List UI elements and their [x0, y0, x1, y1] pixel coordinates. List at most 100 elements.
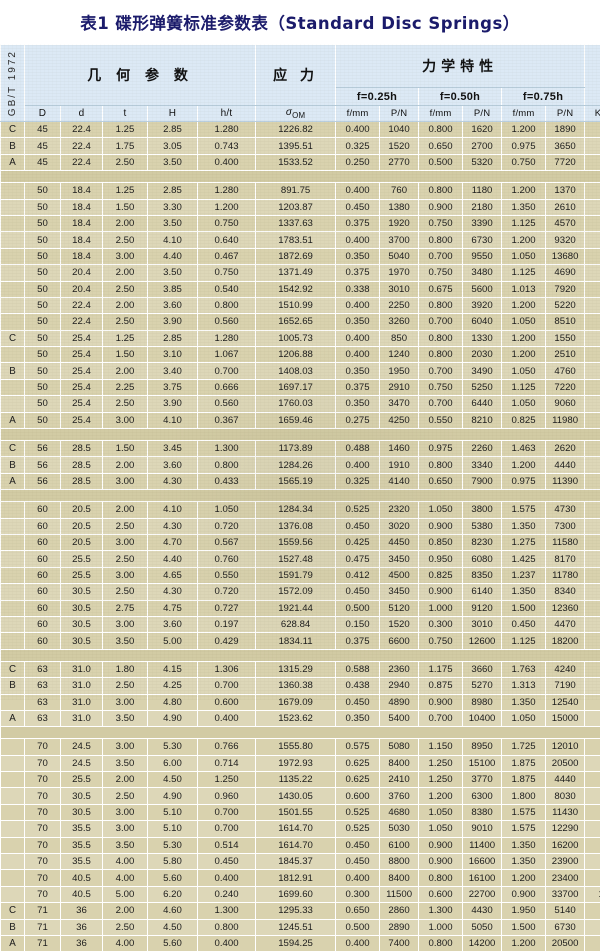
group-spacer-cell: [1, 171, 600, 183]
cell-D: 70: [25, 854, 61, 870]
cell-p50: 2700: [463, 138, 502, 154]
cell-D: 56: [25, 441, 61, 457]
cell-p25: 3010: [380, 281, 419, 297]
cell-sigma: 1679.09: [256, 694, 336, 710]
cell-f75: 0.750: [502, 154, 546, 170]
cell-t: 2.50: [103, 232, 148, 248]
cell-f75: 1.350: [502, 694, 546, 710]
cell-D: 50: [25, 314, 61, 330]
cell-p50: 6440: [463, 396, 502, 412]
cell-p75: 7220: [546, 379, 585, 395]
cell-w: 78.54: [585, 837, 600, 853]
cell-d: 30.5: [61, 804, 103, 820]
cell-p75: 8030: [546, 788, 585, 804]
cell-p25: 3470: [380, 396, 419, 412]
cell-p25: 850: [380, 330, 419, 346]
cell-d: 28.5: [61, 473, 103, 489]
cell-p75: 4730: [546, 502, 585, 518]
cell-D: 70: [25, 772, 61, 788]
cell-f75: 1.875: [502, 755, 546, 771]
cell-d: 30.5: [61, 633, 103, 649]
cell-p50: 5270: [463, 678, 502, 694]
cell-t: 1.80: [103, 661, 148, 677]
cell-f50: 1.200: [419, 788, 463, 804]
cell-p50: 10400: [463, 710, 502, 726]
cell-cls: [1, 755, 25, 771]
cell-d: 35.5: [61, 837, 103, 853]
cell-f75: 1.313: [502, 678, 546, 694]
cell-D: 71: [25, 903, 61, 919]
cell-D: 50: [25, 363, 61, 379]
cell-f75: 1.350: [502, 199, 546, 215]
cell-H: 3.90: [148, 396, 198, 412]
cell-D: 60: [25, 584, 61, 600]
cell-sigma: 1501.55: [256, 804, 336, 820]
cell-p75: 20500: [546, 755, 585, 771]
cell-p50: 11400: [463, 837, 502, 853]
cell-H: 2.85: [148, 330, 198, 346]
cell-w: 79.53: [585, 739, 600, 755]
cell-p25: 3450: [380, 551, 419, 567]
cell-ht: 0.400: [198, 870, 256, 886]
cell-f50: 0.875: [419, 678, 463, 694]
cell-w: 100.49: [585, 886, 600, 902]
cell-f25: 0.350: [336, 248, 380, 264]
cell-sigma: 1284.34: [256, 502, 336, 518]
cell-f50: 1.050: [419, 821, 463, 837]
cell-ht: 0.750: [198, 265, 256, 281]
cell-D: 56: [25, 473, 61, 489]
cell-ht: 0.600: [198, 694, 256, 710]
cell-d: 36: [61, 935, 103, 951]
column-header-H: H: [148, 106, 198, 122]
cell-sigma: 891.75: [256, 183, 336, 199]
cell-sigma: 1699.60: [256, 886, 336, 902]
